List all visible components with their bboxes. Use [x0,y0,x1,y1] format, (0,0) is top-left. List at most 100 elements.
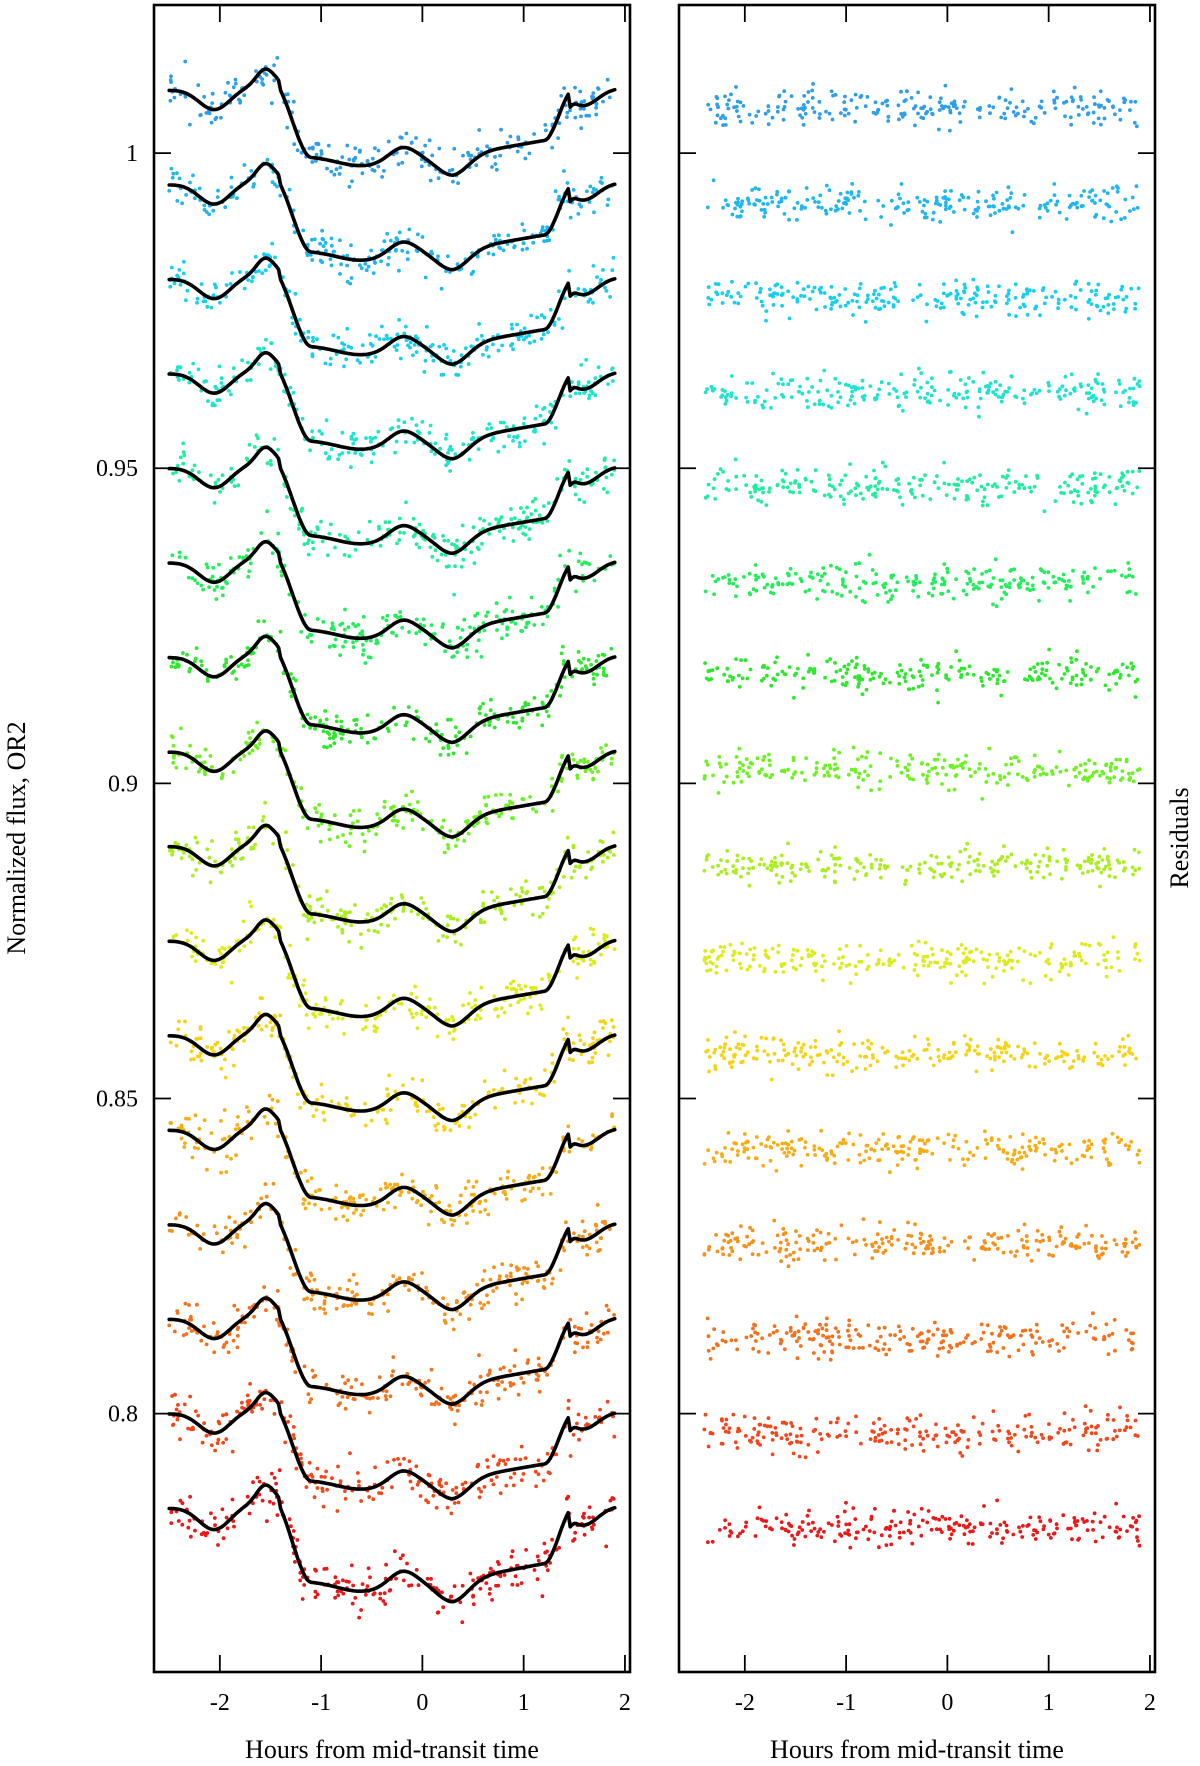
series-14-points [167,1285,616,1427]
residual-point [957,111,962,116]
data-point [169,734,174,739]
data-point [596,653,601,658]
residual-point [811,196,816,201]
residual-point [873,305,878,310]
data-point [338,165,343,170]
residual-point [830,484,835,489]
data-point [479,655,484,659]
data-point [241,555,246,560]
data-point [354,1281,359,1286]
data-point [516,337,521,342]
data-point [252,1314,256,1319]
residual-point [1099,122,1103,127]
data-point [380,175,384,179]
residual-point [885,487,890,492]
residual-point [814,307,819,312]
data-point [494,167,499,172]
data-point [506,1169,510,1174]
data-point [319,1207,324,1212]
data-point [388,1182,393,1187]
data-point [519,1478,524,1483]
data-point [424,736,428,741]
data-point [517,444,522,449]
data-point [415,336,420,341]
data-point [429,1402,434,1406]
data-point [333,1217,338,1221]
data-point [234,1153,239,1158]
residual-point [847,211,852,215]
residual-point [1115,189,1120,194]
residual-point [1135,485,1140,490]
data-point [313,715,318,719]
residual-point [937,100,942,105]
data-point [396,1001,401,1006]
data-point [412,343,417,347]
residual-point [954,289,959,293]
data-point [345,279,350,284]
data-point [557,885,562,890]
data-point [519,987,523,991]
data-point [386,923,390,928]
data-point [606,1308,611,1313]
residual-point [919,115,924,120]
data-point [223,205,228,210]
data-point [278,193,283,198]
data-point [329,236,334,241]
data-point [536,1278,541,1283]
data-point [330,1016,335,1021]
data-point [411,353,415,358]
data-point [611,830,616,835]
residual-point [850,389,854,394]
data-point [450,655,455,659]
residual-point [826,404,831,408]
data-point [428,997,432,1002]
residual-point [925,380,930,385]
data-point [509,343,513,348]
data-point [314,1568,318,1573]
data-point [519,1581,524,1585]
data-point [399,1190,404,1194]
residual-point [948,110,953,115]
data-point [318,1188,322,1192]
residual-point [810,385,814,389]
residual-point [762,399,767,404]
data-point [524,891,529,896]
data-point [184,843,189,848]
data-point [578,1038,583,1043]
data-point [196,83,201,87]
x-tick-label: 2 [619,1690,631,1716]
data-point [303,991,308,996]
data-point [254,433,259,438]
data-point [346,1303,350,1308]
residual-point [930,376,934,381]
data-point [216,1543,220,1547]
data-point [496,1383,501,1387]
data-point [377,337,382,341]
data-point [534,404,539,409]
data-point [174,933,179,937]
data-point [246,663,251,667]
data-point [477,711,482,716]
data-point [545,1451,550,1456]
data-point [442,1318,447,1323]
data-point [594,659,599,663]
residual-point [1087,195,1091,200]
data-point [448,358,453,363]
data-point [504,1483,509,1488]
data-point [468,1302,473,1307]
data-point [357,1479,361,1484]
residual-point [791,490,795,495]
data-point [465,655,470,659]
residual-point [817,100,822,104]
residual-point [1074,307,1078,312]
data-point [378,1596,383,1601]
data-point [276,1134,280,1139]
data-point [264,1194,269,1199]
data-point [322,1299,327,1303]
data-point [302,1583,307,1587]
data-point [227,945,232,950]
data-point [420,1271,424,1275]
data-point [320,539,325,544]
data-point [213,962,218,966]
data-point [402,420,407,425]
